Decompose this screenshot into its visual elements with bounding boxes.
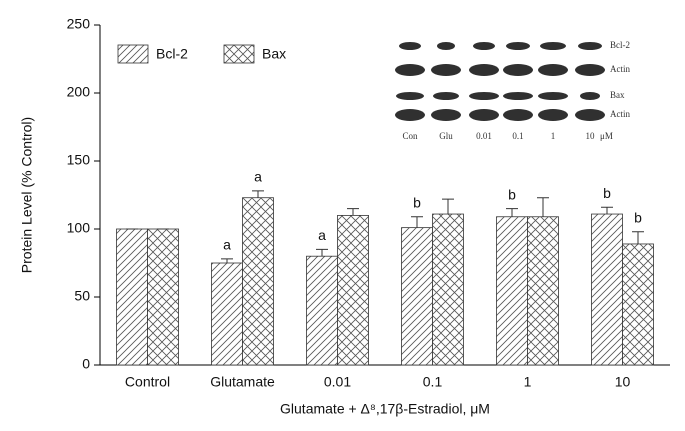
bar [527,216,559,366]
blot-band [578,42,602,50]
error-bar [632,231,644,244]
bar [116,228,148,366]
y-tick-label: 50 [74,288,90,304]
error-bar [537,197,549,217]
blot-band [431,109,461,121]
y-tick-label: 200 [67,84,91,100]
x-tick-label: 1 [524,374,532,390]
blot-band [540,42,566,50]
legend-label: Bax [262,46,286,62]
significance-label: b [634,209,642,225]
blot-band [399,42,421,50]
error-bar [347,208,359,216]
bar [306,255,338,366]
x-tick-label: Glutamate [210,374,275,390]
blot-lane-label: Glu [439,131,453,141]
legend-label: Bcl-2 [156,46,188,62]
blot-band [473,42,495,50]
bar [591,213,623,366]
blot-row-label: Bcl-2 [610,40,630,50]
bar [147,228,179,366]
bar [401,227,433,366]
bar [622,243,654,366]
blot-band [469,109,499,121]
y-axis-label: Protein Level (% Control) [19,117,35,273]
blot-band [580,92,600,100]
y-tick-label: 150 [67,152,91,168]
blot-row-label: Bax [610,90,625,100]
x-tick-label: 0.01 [324,374,351,390]
blot-band [538,92,568,100]
blot-lane-label: 0.01 [476,131,492,141]
error-bar [506,208,518,217]
y-tick-label: 0 [82,356,90,372]
significance-label: b [413,194,421,210]
blot-band [503,92,533,100]
blot-band [503,64,533,76]
blot-row-label: Actin [610,109,630,119]
blot-band [437,42,455,50]
blot-band [575,109,605,121]
blot-band [538,64,568,76]
blot-row-label: Actin [610,64,630,74]
blot-band [469,92,499,100]
blot-band [396,92,424,100]
significance-label: a [318,227,326,243]
blot-band [506,42,530,50]
error-bar [442,198,454,215]
bar [337,214,369,366]
x-tick-label: 0.1 [423,374,443,390]
significance-label: a [223,237,231,253]
error-bar [601,206,613,215]
error-bar [316,248,328,257]
x-tick-label: 10 [615,374,631,390]
bar [496,216,528,366]
blot-band [395,64,425,76]
significance-label: a [254,169,262,185]
bar [211,262,243,366]
blot-lane-label: 10 [586,131,596,141]
bar [242,197,274,366]
significance-label: b [508,186,516,202]
blot-lane-label: Con [402,131,418,141]
blot-band [575,64,605,76]
error-bar [252,190,264,198]
blot-band [433,92,459,100]
blot-band [503,109,533,121]
blot-inset: Bcl-2 Actin Bax Actin Con Glu 0.01 0.1 1 10 μM [395,40,630,141]
blot-band [469,64,499,76]
error-bar [411,216,423,228]
x-tick-label: Control [125,374,170,390]
blot-lane-label: 1 [551,131,556,141]
x-axis-label: Glutamate + Δ⁸,17β-Estradiol, μM [280,401,490,417]
y-tick-label: 250 [67,16,91,32]
blot-band [431,64,461,76]
significance-label: b [603,185,611,201]
blot-lane-label: 0.1 [512,131,523,141]
blot-unit-label: μM [600,131,613,141]
legend-swatch [117,44,149,64]
legend-swatch [223,44,255,64]
blot-band [395,109,425,121]
error-bar [221,258,233,263]
bar [432,213,464,366]
blot-band [538,109,568,121]
y-tick-label: 100 [67,220,91,236]
